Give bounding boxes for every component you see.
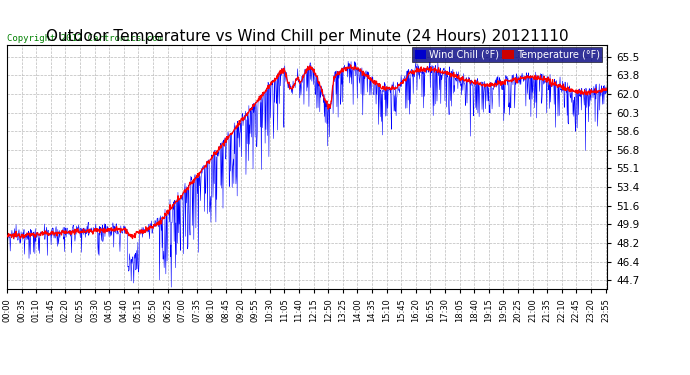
Title: Outdoor Temperature vs Wind Chill per Minute (24 Hours) 20121110: Outdoor Temperature vs Wind Chill per Mi… bbox=[46, 29, 569, 44]
Text: Copyright 2012 Cartronics.com: Copyright 2012 Cartronics.com bbox=[7, 34, 163, 43]
Legend: Wind Chill (°F), Temperature (°F): Wind Chill (°F), Temperature (°F) bbox=[413, 47, 602, 62]
